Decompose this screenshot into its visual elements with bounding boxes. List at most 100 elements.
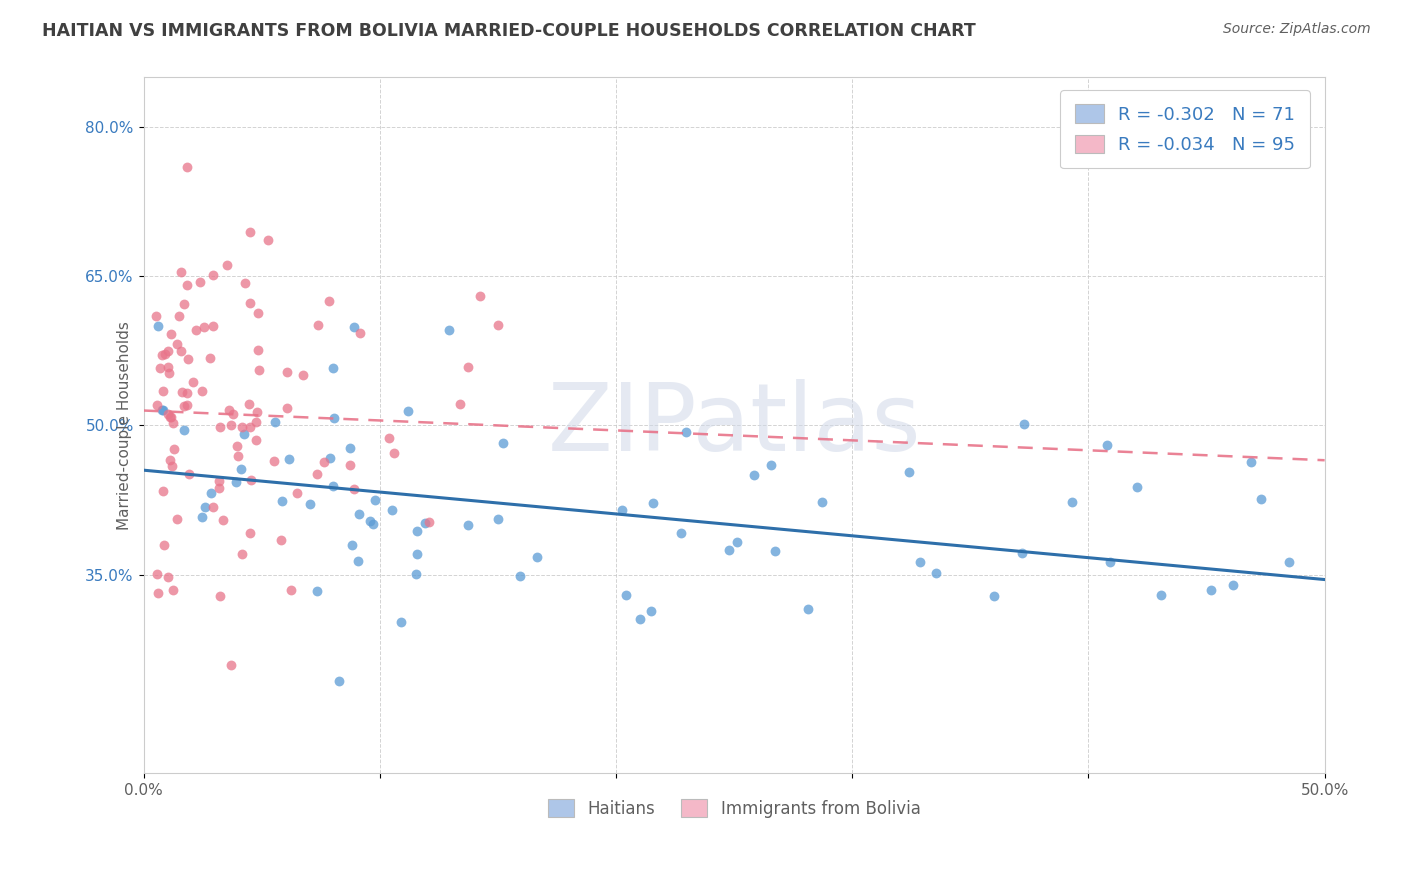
Point — [717, 543, 740, 558]
Point — [263, 453, 285, 467]
Point — [239, 296, 262, 310]
Point — [340, 537, 363, 551]
Point — [149, 361, 172, 376]
Point — [614, 588, 637, 602]
Point — [406, 524, 429, 539]
Point — [159, 410, 181, 425]
Point — [322, 410, 344, 425]
Point — [449, 397, 471, 411]
Point — [193, 320, 215, 334]
Point — [218, 403, 240, 417]
Point — [226, 449, 249, 463]
Point — [246, 404, 269, 418]
Point — [285, 486, 308, 500]
Point — [361, 516, 384, 531]
Point — [347, 554, 370, 568]
Point — [1097, 438, 1119, 452]
Point — [202, 318, 225, 333]
Point — [152, 384, 174, 399]
Point — [159, 326, 181, 341]
Point — [145, 309, 167, 323]
Point — [200, 485, 222, 500]
Point — [176, 385, 198, 400]
Point — [176, 160, 198, 174]
Text: ZIPatlas: ZIPatlas — [547, 379, 921, 472]
Point — [796, 602, 818, 616]
Point — [318, 293, 340, 308]
Point — [159, 453, 181, 467]
Point — [486, 512, 509, 526]
Point — [468, 289, 491, 303]
Point — [219, 657, 242, 672]
Point — [194, 500, 217, 515]
Point — [146, 585, 169, 599]
Point — [156, 570, 179, 584]
Point — [231, 547, 253, 561]
Point — [191, 510, 214, 524]
Point — [509, 569, 531, 583]
Point — [1150, 588, 1173, 602]
Point — [198, 351, 221, 365]
Point — [163, 442, 186, 457]
Point — [202, 268, 225, 282]
Point — [1240, 454, 1263, 468]
Point — [763, 544, 786, 558]
Point — [162, 416, 184, 430]
Point — [1014, 417, 1036, 431]
Point — [169, 344, 191, 359]
Point — [405, 567, 427, 582]
Point — [382, 445, 405, 459]
Point — [263, 415, 285, 429]
Point — [217, 258, 239, 272]
Point — [640, 604, 662, 618]
Point — [925, 566, 948, 580]
Point — [276, 401, 298, 416]
Text: Source: ZipAtlas.com: Source: ZipAtlas.com — [1223, 22, 1371, 37]
Point — [245, 433, 267, 447]
Point — [247, 363, 270, 377]
Point — [761, 458, 783, 472]
Point — [1126, 480, 1149, 494]
Point — [298, 496, 321, 510]
Point — [415, 516, 437, 531]
Point — [208, 481, 231, 495]
Point — [1098, 556, 1121, 570]
Y-axis label: Married-couple Households: Married-couple Households — [118, 321, 132, 530]
Point — [222, 407, 245, 421]
Point — [246, 306, 269, 320]
Text: HAITIAN VS IMMIGRANTS FROM BOLIVIA MARRIED-COUPLE HOUSEHOLDS CORRELATION CHART: HAITIAN VS IMMIGRANTS FROM BOLIVIA MARRI… — [42, 22, 976, 40]
Point — [628, 611, 651, 625]
Point — [314, 455, 336, 469]
Point — [277, 451, 299, 466]
Point — [170, 384, 193, 399]
Point — [231, 462, 253, 476]
Point — [177, 351, 200, 366]
Point — [526, 550, 548, 565]
Point — [166, 511, 188, 525]
Point — [170, 265, 193, 279]
Point — [219, 417, 242, 432]
Point — [150, 348, 173, 362]
Point — [173, 297, 195, 311]
Point — [359, 514, 381, 528]
Point — [239, 225, 262, 239]
Point — [173, 423, 195, 437]
Point — [276, 365, 298, 379]
Point — [675, 425, 697, 440]
Point — [153, 347, 176, 361]
Point — [641, 496, 664, 510]
Point — [157, 407, 180, 421]
Point — [1060, 495, 1083, 509]
Point — [181, 376, 204, 390]
Point — [1199, 583, 1222, 598]
Point — [406, 547, 429, 561]
Point — [188, 275, 211, 289]
Point — [231, 420, 253, 434]
Point — [240, 473, 263, 487]
Point — [322, 360, 344, 375]
Point — [238, 420, 260, 434]
Point — [270, 533, 292, 547]
Point — [897, 465, 920, 479]
Point — [612, 503, 634, 517]
Point — [152, 402, 174, 417]
